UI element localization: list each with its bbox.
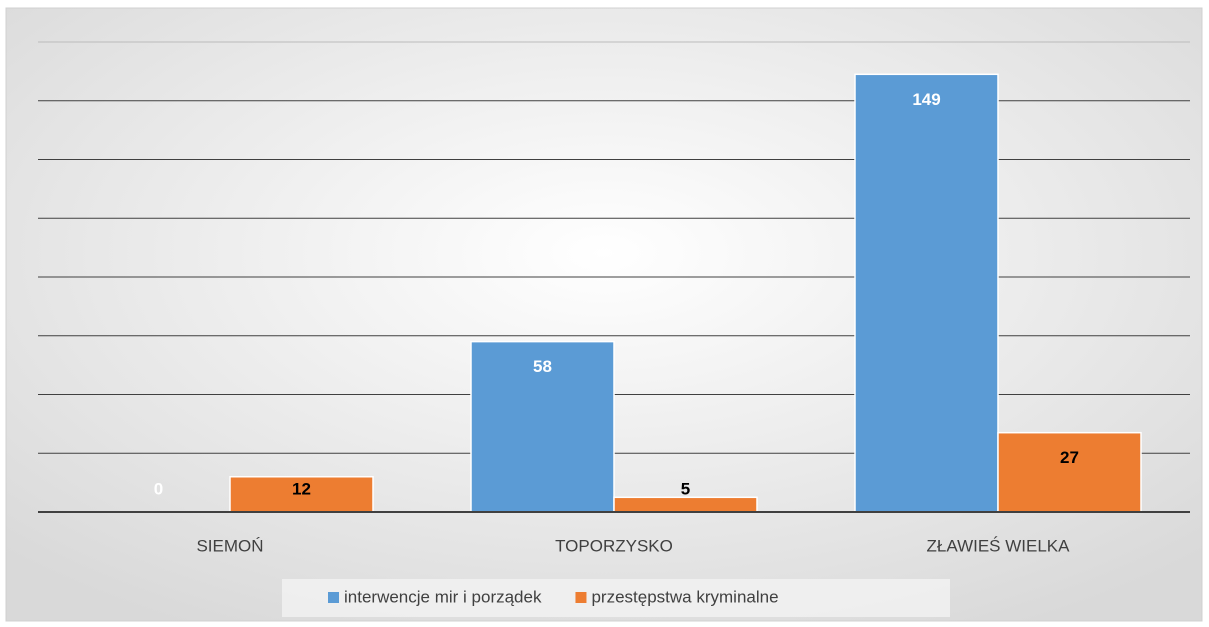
legend-swatch [328,592,339,603]
data-label: 149 [912,90,940,109]
chart-background [5,7,1203,622]
bar [470,340,615,513]
legend-label: przestępstwa kryminalne [591,587,778,606]
bar [613,496,758,513]
legend-label: interwencje mir i porządek [344,587,542,606]
legend-box [282,579,950,617]
x-tick-label: SIEMOŃ [196,536,263,555]
data-label: 5 [681,479,690,498]
bar [997,431,1142,513]
data-label: 58 [533,357,552,376]
data-label: 27 [1060,448,1079,467]
legend-swatch [575,592,587,603]
bar [229,476,374,513]
data-label: 12 [292,479,311,498]
x-tick-label: TOPORZYSKO [555,536,673,555]
x-tick-label: ZŁAWIEŚ WIELKA [927,536,1071,555]
bar [854,73,999,513]
data-label: 0 [154,479,163,498]
